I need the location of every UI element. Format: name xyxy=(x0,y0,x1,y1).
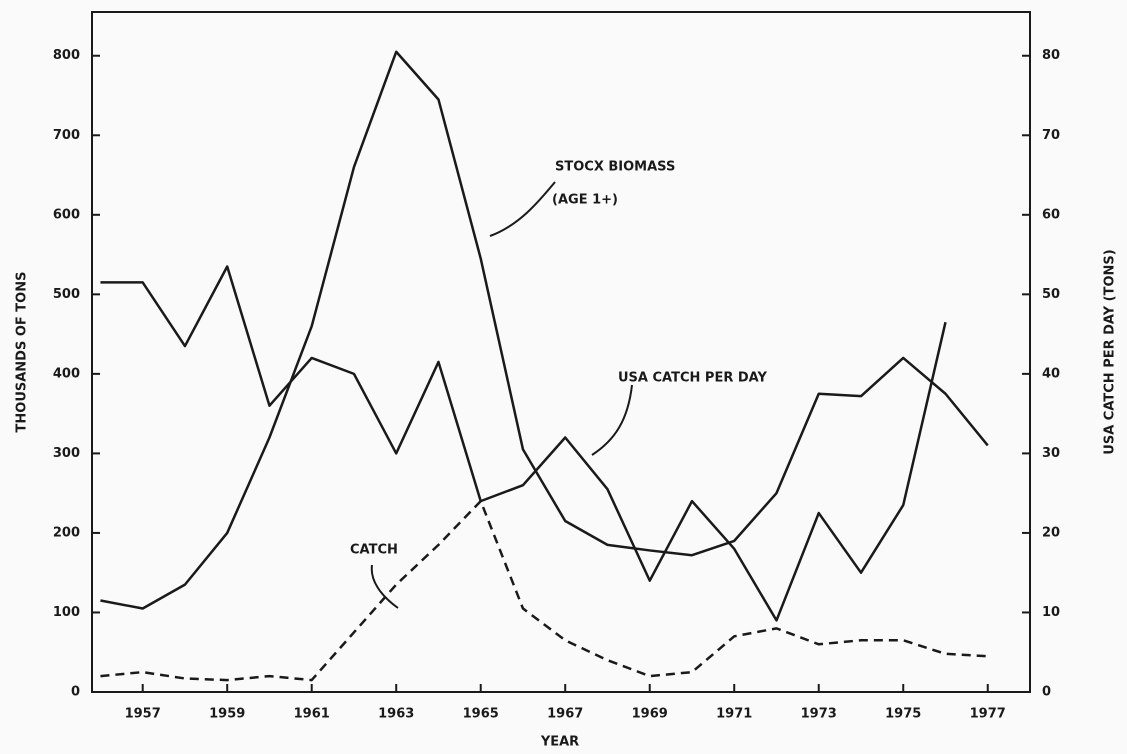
data-line xyxy=(100,50,989,610)
y-tick-label: 800 xyxy=(53,48,80,63)
x-tick-label: 1977 xyxy=(970,707,1006,722)
plot-frame xyxy=(91,11,1031,693)
x-tick-label: 1959 xyxy=(209,707,245,722)
y2-tick-label: 70 xyxy=(1042,128,1060,143)
y2-tick-label: 30 xyxy=(1042,446,1060,461)
y2-tick-label: 20 xyxy=(1042,525,1060,540)
y-tick-label: 300 xyxy=(53,446,80,461)
y2-tick-label: 80 xyxy=(1042,48,1060,63)
y-axis-label: THOUSANDS OF TONS xyxy=(15,272,30,433)
y-tick-label: 200 xyxy=(53,525,80,540)
y-tick-label: 100 xyxy=(53,605,80,620)
y-tick-label: 0 xyxy=(71,685,80,700)
leader-line xyxy=(370,564,399,609)
y-tick-label: 700 xyxy=(53,128,80,143)
x-axis-label: YEAR xyxy=(540,735,579,750)
x-tick-label: 1973 xyxy=(801,707,837,722)
y2-tick-label: 0 xyxy=(1042,685,1051,700)
x-tick-label: 1965 xyxy=(463,707,499,722)
y2-axis-label: USA CATCH PER DAY (TONS) xyxy=(1103,249,1118,454)
y2-tick-label: 50 xyxy=(1042,287,1060,302)
y-tick-label: 500 xyxy=(53,287,80,302)
x-tick-label: 1963 xyxy=(378,707,414,722)
data-line xyxy=(100,499,988,682)
y-tick-label: 400 xyxy=(53,366,80,381)
y2-tick-label: 40 xyxy=(1042,366,1060,381)
leader-line xyxy=(489,181,556,237)
x-tick-label: 1975 xyxy=(885,707,921,722)
x-tick-label: 1967 xyxy=(547,707,583,722)
annotation: STOCX BIOMASS xyxy=(555,160,675,175)
x-tick-label: 1957 xyxy=(125,707,161,722)
data-line xyxy=(100,265,947,622)
x-tick-label: 1961 xyxy=(294,707,330,722)
y2-tick-label: 10 xyxy=(1042,605,1060,620)
annotation: CATCH xyxy=(350,543,398,558)
leader-line xyxy=(591,384,633,456)
annotation: (AGE 1+) xyxy=(552,193,618,208)
x-tick-label: 1971 xyxy=(716,707,752,722)
y2-tick-label: 60 xyxy=(1042,207,1060,222)
x-tick-label: 1969 xyxy=(632,707,668,722)
y-tick-label: 600 xyxy=(53,207,80,222)
annotation: USA CATCH PER DAY xyxy=(618,371,767,386)
